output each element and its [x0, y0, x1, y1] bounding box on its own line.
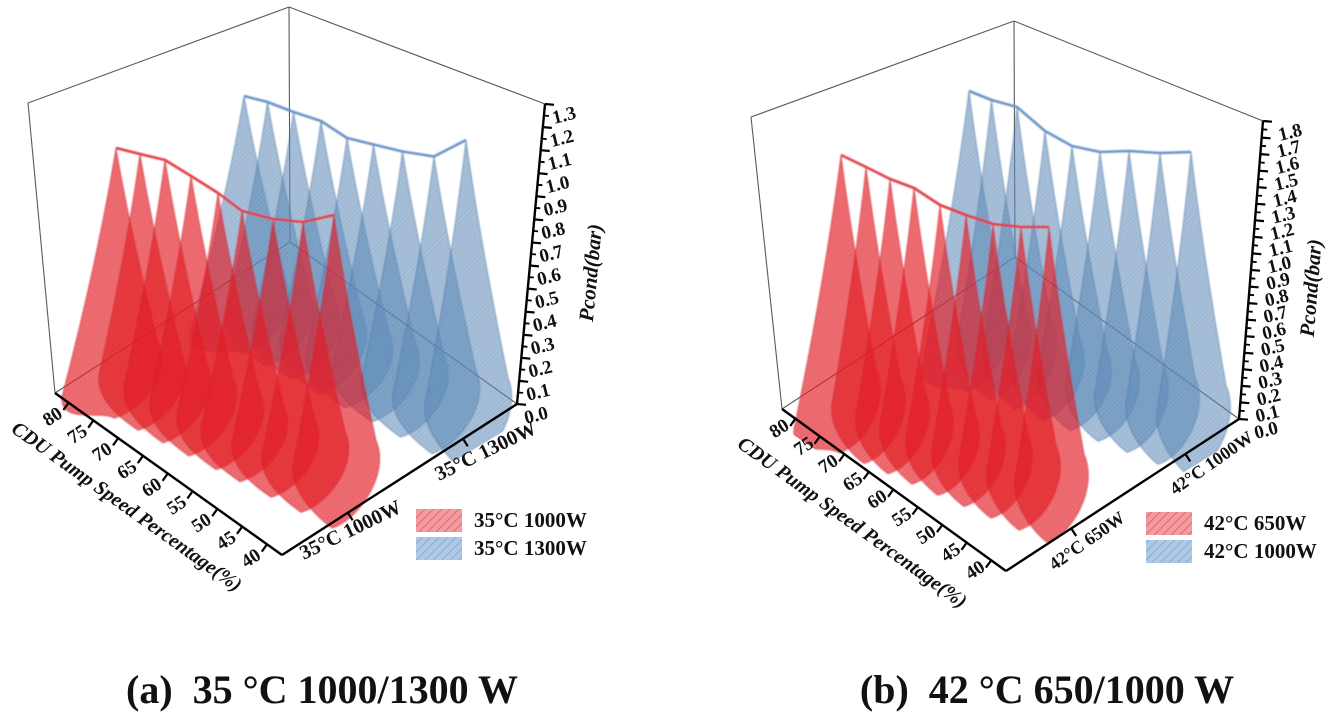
- svg-text:(b) 42 °C 650/1000 W: (b) 42 °C 650/1000 W: [860, 667, 1234, 712]
- svg-text:42°C 1000W: 42°C 1000W: [1204, 539, 1317, 563]
- svg-text:35°C 1300W: 35°C 1300W: [474, 536, 587, 560]
- svg-text:(a) 35 °C 1000/1300 W: (a) 35 °C 1000/1300 W: [126, 667, 518, 712]
- svg-text:35°C 1000W: 35°C 1000W: [474, 508, 587, 532]
- svg-text:42°C 650W: 42°C 650W: [1204, 511, 1306, 535]
